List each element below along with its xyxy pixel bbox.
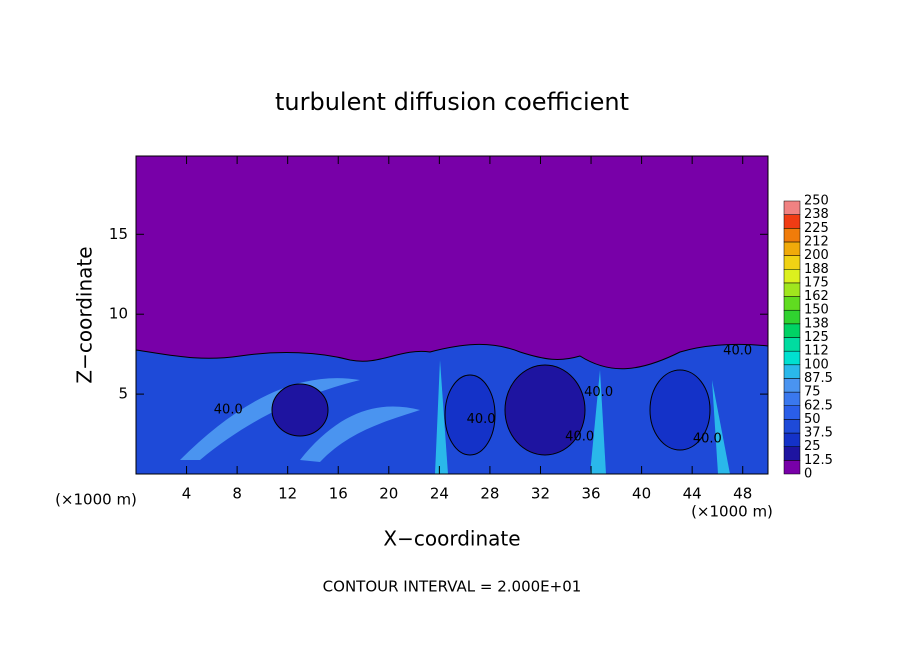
colorbar-label: 238 [804, 207, 829, 222]
x-tick-label: 48 [733, 485, 752, 503]
x-tick-label: 32 [531, 485, 550, 503]
colorbar-label: 125 [804, 330, 829, 345]
colorbar-label: 87.5 [804, 371, 833, 386]
colorbar-bin [783, 460, 801, 475]
y-tick-label: 15 [109, 225, 128, 243]
x-unit: (×1000 m) [691, 503, 773, 521]
colorbar-label: 0 [804, 467, 812, 482]
streak [590, 370, 606, 474]
eddy [444, 374, 496, 456]
colorbar-bin [783, 446, 801, 461]
x-tick-label: 8 [232, 485, 242, 503]
colorbar-bin [783, 241, 801, 256]
x-tick-label: 44 [683, 485, 702, 503]
contour-label: 40.0 [584, 385, 613, 400]
x-tick-label: 28 [480, 485, 499, 503]
colorbar-bin [783, 405, 801, 420]
x-unit: (×1000 m) [55, 491, 137, 509]
colorbar-bin [783, 228, 801, 243]
colorbar-label: 37.5 [804, 426, 833, 441]
eddy [504, 364, 586, 456]
x-tick-label: 36 [581, 485, 600, 503]
footer: CONTOUR INTERVAL = 2.000E+01 [323, 578, 582, 596]
colorbar-bin [783, 432, 801, 447]
colorbar-label: 112 [804, 344, 829, 359]
streak [435, 360, 448, 474]
colorbar-bin [783, 350, 801, 366]
colorbar-label: 75 [804, 385, 821, 400]
colorbar-bin [783, 282, 801, 297]
colorbar-label: 188 [804, 262, 829, 277]
x-tick-label: 12 [278, 485, 297, 503]
colorbar-bin [783, 323, 801, 338]
colorbar-bin [783, 364, 801, 379]
colorbar-label: 150 [804, 303, 829, 318]
contour-label: 40.0 [467, 412, 496, 427]
colorbar-bin [783, 200, 801, 215]
colorbar-bin [783, 391, 801, 407]
eddy [649, 369, 711, 451]
y-tick-label: 5 [118, 385, 128, 403]
colorbar-label: 175 [804, 275, 829, 290]
streak [300, 406, 420, 462]
colorbar-bin [783, 419, 801, 434]
colorbar-bin [783, 214, 801, 229]
colorbar-label: 25 [804, 439, 821, 454]
colorbar-bin [783, 269, 801, 284]
eddy [271, 383, 329, 437]
x-tick-label: 40 [632, 485, 651, 503]
colorbar-label: 250 [804, 194, 829, 209]
plot-frame [135, 155, 769, 475]
colorbar-bin [783, 378, 801, 393]
contour-label: 40.0 [723, 343, 752, 358]
y-tick-label: 10 [109, 305, 128, 323]
x-tick-label: 20 [379, 485, 398, 503]
field [135, 156, 769, 475]
x-tick-label: 4 [182, 485, 192, 503]
streak [180, 378, 360, 460]
chart-title: turbulent diffusion coefficient [275, 88, 629, 116]
colorbar-label: 225 [804, 221, 829, 236]
x-tick-label: 24 [430, 485, 449, 503]
colorbar-label: 162 [804, 289, 829, 304]
contour-label: 40.0 [693, 431, 722, 446]
contour-label: 40.0 [214, 403, 243, 418]
colorbar-label: 100 [804, 357, 829, 372]
colorbar-bin [783, 337, 801, 352]
colorbar-bin [783, 309, 801, 325]
x-axis-label: X−coordinate [383, 527, 520, 551]
colorbar-label: 12.5 [804, 453, 833, 468]
y-axis-label: Z−coordinate [73, 246, 97, 383]
colorbar-label: 212 [804, 234, 829, 249]
colorbar-label: 138 [804, 316, 829, 331]
streak [712, 380, 730, 474]
colorbar-label: 50 [804, 412, 821, 427]
colorbar-label: 200 [804, 248, 829, 263]
x-tick-label: 16 [329, 485, 348, 503]
colorbar-bin [783, 296, 801, 311]
colorbar-bin [783, 255, 801, 270]
contour-label: 40.0 [565, 430, 594, 445]
colorbar-label: 62.5 [804, 398, 833, 413]
